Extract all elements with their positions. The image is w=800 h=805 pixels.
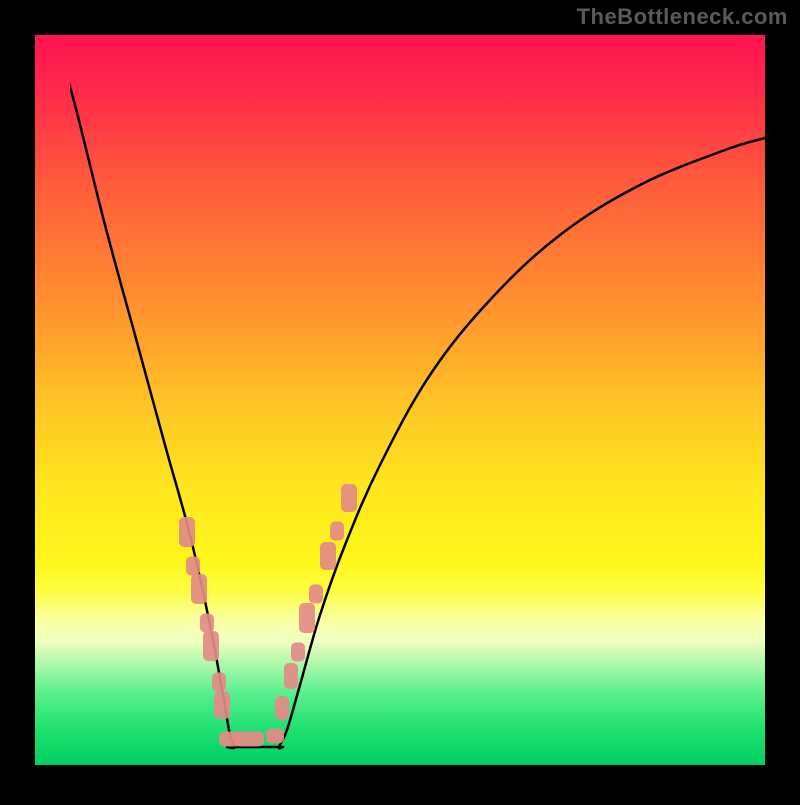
curve-marker [330, 522, 344, 541]
curve-marker [299, 603, 315, 633]
curve-marker [234, 732, 264, 747]
curve-marker [275, 696, 289, 720]
curve-marker [203, 631, 219, 661]
watermark-text: TheBottleneck.com [577, 4, 788, 30]
bottleneck-chart-svg [0, 0, 800, 800]
curve-marker [266, 729, 284, 744]
curve-marker [179, 517, 195, 547]
curve-marker [214, 691, 230, 719]
curve-marker [284, 663, 298, 689]
chart-canvas [0, 0, 800, 800]
curve-marker [212, 673, 226, 692]
curve-marker [186, 557, 200, 576]
curve-marker [341, 484, 357, 512]
curve-marker [309, 585, 323, 604]
curve-marker [200, 614, 214, 633]
curve-marker [320, 542, 336, 570]
curve-marker [291, 643, 305, 662]
gradient-background [35, 35, 765, 765]
curve-marker [191, 574, 207, 604]
